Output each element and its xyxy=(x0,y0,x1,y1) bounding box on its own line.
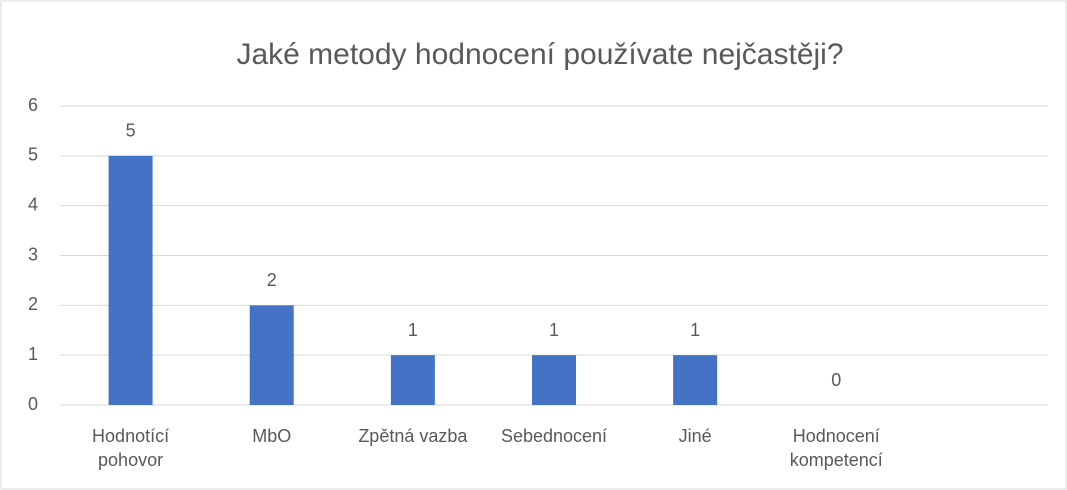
x-tick-label: Hodnotící pohovor xyxy=(92,426,170,470)
bar xyxy=(108,155,153,405)
x-tick-label: Sebednocení xyxy=(500,426,608,446)
y-tick-label: 0 xyxy=(28,394,38,414)
data-label: 1 xyxy=(690,320,700,340)
y-tick-label: 5 xyxy=(28,145,38,165)
x-tick-label: Jiné xyxy=(678,426,712,446)
bar xyxy=(532,355,576,405)
data-label: 5 xyxy=(126,121,136,141)
x-tick-label: Zpětná vazba xyxy=(358,426,468,446)
y-tick-label: 6 xyxy=(28,95,38,115)
data-label: 1 xyxy=(549,320,559,340)
y-tick-label: 4 xyxy=(28,194,38,214)
data-label: 1 xyxy=(408,320,418,340)
y-tick-label: 3 xyxy=(28,244,38,264)
y-tick-label: 2 xyxy=(28,294,38,314)
bar xyxy=(673,355,718,405)
bar xyxy=(249,305,294,405)
data-label: 2 xyxy=(267,270,277,290)
x-tick-label: MbO xyxy=(252,426,292,446)
data-label: 0 xyxy=(831,370,841,390)
bar xyxy=(390,355,435,405)
x-tick-label: Hodnocení kompetencí xyxy=(789,426,883,470)
y-tick-label: 1 xyxy=(28,344,38,364)
chart-title: Jaké metody hodnocení používate nejčastě… xyxy=(236,38,843,71)
